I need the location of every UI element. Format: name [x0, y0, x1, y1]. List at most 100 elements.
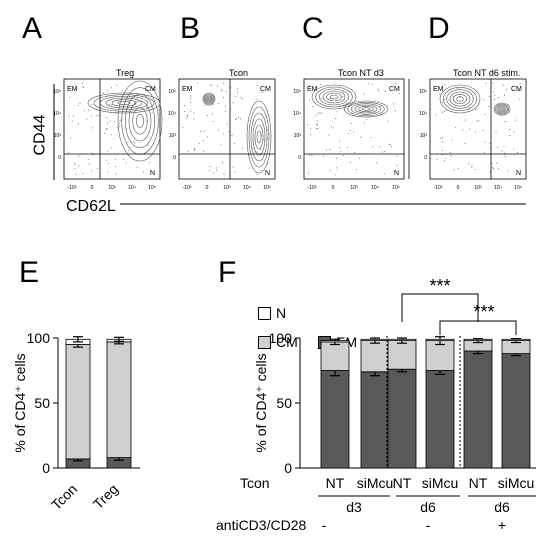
- flow-event-dot: [222, 82, 224, 84]
- flow-contour: [250, 112, 268, 162]
- flow-plot-d3: EM CM N 10⁵ 10⁴ 10³ 0 -10³ 0 10³ 10⁴ 10⁵: [293, 78, 410, 191]
- x-category-label: Tcon: [48, 481, 80, 513]
- flow-y-tick-label: 10³: [420, 133, 428, 139]
- flow-event-dot: [508, 129, 510, 130]
- flow-event-dot: [115, 165, 116, 167]
- flow-event-dot: [74, 163, 76, 165]
- flow-event-dot: [310, 128, 312, 130]
- flow-event-dot: [464, 119, 466, 121]
- flow-event-dot: [70, 137, 72, 139]
- flow-event-dot: [187, 116, 189, 118]
- flow-event-dot: [223, 173, 225, 175]
- flow-event-dot: [344, 108, 346, 110]
- flow-event-dot: [349, 162, 351, 164]
- flow-event-dot: [453, 169, 455, 171]
- flow-event-dot: [444, 160, 445, 162]
- flow-event-dot: [468, 107, 470, 109]
- flow-event-dot: [383, 173, 385, 175]
- flow-x-tick-label: 10³: [350, 185, 358, 191]
- flow-event-dot: [127, 150, 129, 152]
- flow-event-dot: [108, 104, 110, 106]
- flow-event-dot: [519, 90, 521, 92]
- quadrant-label-em: EM: [307, 86, 318, 93]
- flow-plot-frame: [303, 78, 405, 180]
- flow-event-dot: [312, 106, 314, 108]
- flow-event-dot: [328, 98, 330, 100]
- flow-event-dot: [221, 90, 223, 92]
- flow-event-dot: [483, 99, 485, 101]
- flow-x-tick-label: 10⁴: [494, 185, 502, 191]
- flow-contour: [446, 89, 474, 109]
- flow-event-dot: [435, 114, 437, 116]
- bar-segment-cm: [65, 344, 91, 460]
- bar-segment-cm: [360, 340, 390, 373]
- flow-contour: [497, 105, 507, 113]
- panel-letter-b: B: [180, 12, 201, 45]
- flow-event-dot: [365, 119, 367, 120]
- legend-cm-label: CM: [276, 334, 298, 350]
- flow-event-dot: [377, 88, 379, 90]
- flow-x-tick-label: 10⁵: [392, 185, 400, 191]
- flow-event-dot: [328, 134, 330, 136]
- flow-event-dot: [443, 99, 445, 100]
- flow-event-dot: [119, 125, 121, 127]
- bar-segment-cm: [320, 341, 350, 371]
- flow-x-tick-label: 0: [457, 185, 460, 191]
- flow-event-dot: [330, 126, 332, 128]
- quadrant-label-em: EM: [433, 86, 444, 93]
- flow-event-dot: [211, 85, 213, 86]
- flow-event-dot: [503, 84, 505, 86]
- flow-contour: [354, 104, 378, 114]
- flow-event-dot: [482, 129, 484, 131]
- flow-event-dot: [336, 111, 338, 113]
- flow-x-tick-label: 10³: [474, 185, 482, 191]
- flow-contour: [311, 84, 357, 110]
- flow-y-tick-label: 0: [298, 155, 301, 161]
- flow-event-dot: [474, 169, 476, 171]
- flow-contour: [204, 94, 214, 104]
- flow-contour: [322, 90, 346, 104]
- flow-contour: [87, 92, 161, 114]
- flow-plot-frame: [178, 78, 276, 180]
- flow-event-dot: [382, 151, 383, 153]
- flow-event-dot: [489, 96, 491, 97]
- flow-event-dot: [261, 92, 263, 94]
- panel-letter-f: F: [218, 256, 237, 289]
- flow-event-dot: [183, 105, 185, 107]
- flow-event-dot: [127, 142, 129, 143]
- legend-n-label: N: [276, 305, 287, 321]
- panel-letter-e: E: [19, 256, 40, 289]
- flow-x-tick-label: 10⁵: [263, 185, 271, 191]
- flow-event-dot: [232, 102, 234, 104]
- flow-event-dot: [445, 157, 447, 159]
- flow-event-dot: [503, 94, 505, 96]
- flow-event-dot: [87, 158, 89, 160]
- group-label: d3: [346, 499, 362, 515]
- flow-event-dot: [326, 149, 327, 151]
- flow-event-dot: [119, 123, 120, 125]
- flow-x-tick-label: 0: [91, 185, 94, 191]
- flow-event-dot: [492, 82, 494, 84]
- flow-x-tick-label: -10³: [434, 185, 443, 191]
- flow-event-dot: [232, 166, 234, 168]
- flow-event-dot: [107, 90, 109, 92]
- flow-contour: [493, 102, 511, 116]
- x-category-label: NT: [469, 475, 488, 491]
- flow-event-dot: [378, 90, 379, 92]
- flow-event-dot: [439, 94, 441, 95]
- flow-event-dot: [484, 113, 486, 115]
- flow-event-dot: [334, 174, 336, 176]
- flow-contour: [456, 96, 464, 102]
- flow-event-dot: [321, 112, 322, 114]
- chart-panel-e: 0 50 100 % of CD4⁺ cells Tcon Treg: [12, 330, 140, 513]
- flow-event-dot: [120, 119, 122, 121]
- flow-event-dot: [484, 151, 486, 153]
- flow-event-dot: [97, 168, 99, 170]
- flow-event-dot: [77, 104, 79, 106]
- flow-plot-tcon: EM CM N 10⁵ 10⁴ 10³ 0 -10³ 0 10³ 10⁴ 10⁵: [168, 78, 276, 191]
- x-category-label: NT: [393, 475, 412, 491]
- flow-event-dot: [498, 168, 500, 170]
- flow-event-dot: [86, 118, 88, 120]
- flow-event-dot: [109, 120, 111, 122]
- flow-event-dot: [78, 165, 80, 167]
